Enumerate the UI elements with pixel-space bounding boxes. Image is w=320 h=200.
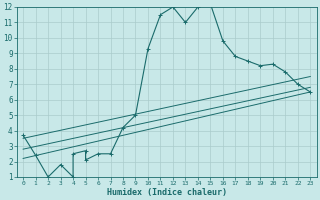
X-axis label: Humidex (Indice chaleur): Humidex (Indice chaleur) — [107, 188, 227, 197]
